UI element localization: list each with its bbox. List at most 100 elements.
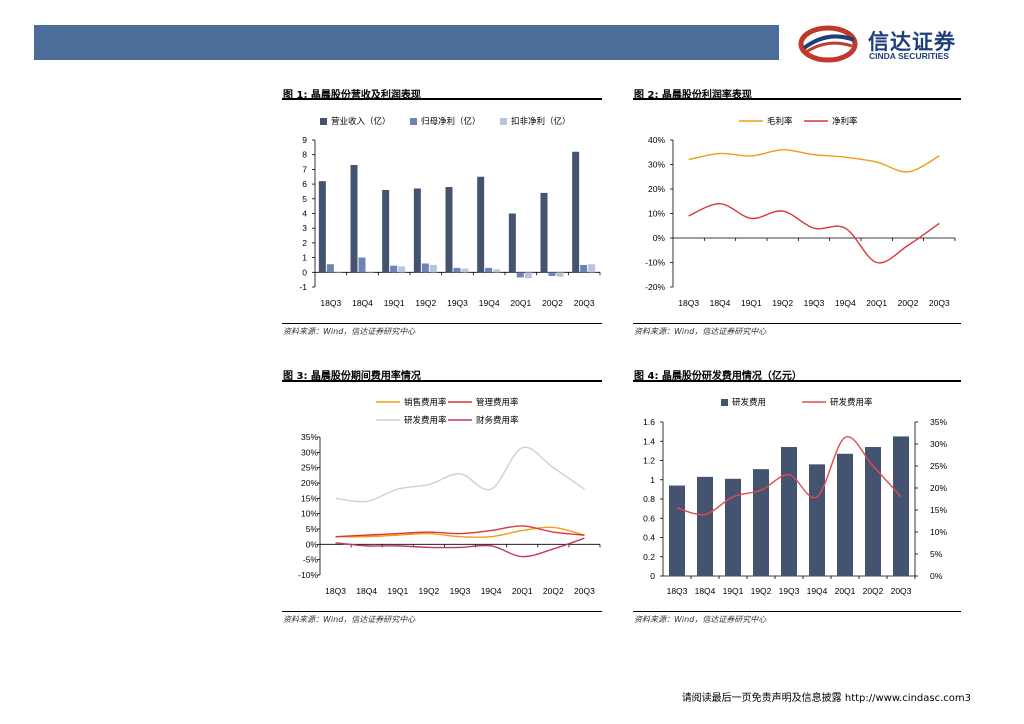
bar	[358, 257, 366, 273]
x-tick-label: 19Q4	[807, 586, 828, 596]
y-tick-label: 20%	[648, 184, 665, 194]
bar	[809, 464, 825, 576]
bar	[516, 272, 524, 278]
x-tick-label: 20Q3	[891, 586, 912, 596]
x-tick-label: 18Q4	[710, 298, 731, 308]
fig1-top-rule	[282, 98, 602, 100]
series-line	[335, 526, 585, 538]
bar	[477, 176, 485, 273]
y-tick-label: 0	[302, 267, 307, 277]
y-tick-label: 0	[650, 571, 655, 581]
legend-label: 扣非净利（亿）	[511, 116, 571, 126]
y2-tick-label: 30%	[930, 439, 947, 449]
series-line	[335, 525, 585, 538]
y-tick-label: 1	[650, 475, 655, 485]
bar	[350, 164, 358, 273]
series-line	[335, 446, 585, 503]
y2-tick-label: 35%	[930, 417, 947, 427]
x-tick-label: 19Q4	[481, 586, 502, 596]
fig3-bottom-rule	[282, 611, 602, 612]
x-tick-label: 19Q4	[835, 298, 856, 308]
x-tick-label: 18Q3	[320, 298, 341, 308]
y-tick-label: 20%	[301, 478, 318, 488]
bar	[453, 267, 461, 273]
series-line	[688, 202, 940, 264]
y2-tick-label: 25%	[930, 461, 947, 471]
legend-label: 研发费用率	[404, 415, 447, 425]
legend-swatch	[500, 118, 507, 125]
bar	[865, 447, 881, 576]
y-tick-label: 0%	[306, 539, 319, 549]
fig4-source: 资料来源：Wind，信达证券研究中心	[634, 615, 767, 624]
x-tick-label: 19Q2	[415, 298, 436, 308]
bar	[508, 213, 516, 273]
x-tick-label: 19Q2	[772, 298, 793, 308]
x-tick-label: 19Q3	[450, 586, 471, 596]
legend-label: 营业收入（亿）	[331, 116, 391, 126]
expense-ratio-line-chart: 35% 30% 25% 20% 15% 10% 5% 0% -5% -10% 18Q3 18Q4 19Q…	[298, 397, 601, 596]
bar	[572, 151, 580, 273]
x-tick-label: 20Q2	[863, 586, 884, 596]
y2-tick-label: 15%	[930, 505, 947, 515]
y-tick-label: 35%	[301, 432, 318, 442]
y2-tick-label: 0%	[930, 571, 943, 581]
y-tick-label: 9	[302, 135, 307, 145]
fig3-source: 资料来源：Wind，信达证券研究中心	[283, 615, 416, 624]
y-tick-label: 10%	[648, 209, 665, 219]
fig2-top-rule	[633, 98, 961, 100]
fig2-source: 资料来源：Wind，信达证券研究中心	[634, 327, 767, 336]
bar	[893, 436, 909, 576]
bar	[548, 272, 556, 276]
y-tick-label: -5%	[303, 555, 319, 565]
fig1-title: 图 1: 晶晨股份营收及利润表现	[283, 90, 421, 101]
bar	[753, 469, 769, 576]
y-tick-label: 10%	[301, 509, 318, 519]
y-tick-label: 15%	[301, 493, 318, 503]
fig1-bottom-rule	[282, 323, 602, 324]
bar	[429, 264, 437, 273]
legend-label: 净利率	[832, 116, 858, 126]
bar	[524, 272, 532, 279]
x-tick-label: 18Q4	[356, 586, 377, 596]
y-tick-label: 2	[302, 238, 307, 248]
y2-tick-label: 20%	[930, 483, 947, 493]
y-tick-label: -10%	[298, 570, 318, 580]
y-tick-label: 1	[302, 253, 307, 263]
fig2-title: 图 2: 晶晨股份利润率表现	[634, 90, 752, 101]
y-tick-label: 1.6	[643, 417, 655, 427]
y-tick-label: 30%	[301, 447, 318, 457]
footer-disclaimer: 请阅读最后一页免责声明及信息披露 http://www.cindasc.com3	[681, 693, 971, 704]
legend-label: 管理费用率	[476, 397, 519, 407]
x-tick-label: 20Q2	[898, 298, 919, 308]
x-tick-label: 19Q1	[741, 298, 762, 308]
cinda-logo: 信达证券 CINDA SECURITIES	[798, 24, 978, 64]
x-tick-label: 20Q2	[542, 298, 563, 308]
y-tick-label: 40%	[648, 135, 665, 145]
legend-swatch	[320, 118, 327, 125]
legend-swatch	[410, 118, 417, 125]
series-line	[676, 436, 902, 516]
x-tick-label: 19Q1	[384, 298, 405, 308]
x-tick-label: 20Q3	[574, 298, 595, 308]
bar	[318, 181, 326, 273]
x-tick-label: 18Q4	[352, 298, 373, 308]
y2-tick-label: 10%	[930, 527, 947, 537]
y-tick-label: 6	[302, 179, 307, 189]
rd-expense-combo-chart: 0 0.2 0.4 0.6 0.8 1 1.2 1.4 1.6 0% 5% 10% 15% 20% 25% 3…	[643, 397, 947, 596]
x-tick-label: 19Q4	[479, 298, 500, 308]
bar	[445, 187, 453, 273]
bar	[398, 266, 406, 273]
bar	[540, 192, 548, 273]
bar	[461, 268, 469, 273]
x-tick-label: 19Q2	[751, 586, 772, 596]
y-tick-label: 0.6	[643, 513, 655, 523]
y-tick-label: 0%	[653, 233, 666, 243]
bar	[366, 271, 374, 273]
x-tick-label: 19Q1	[723, 586, 744, 596]
x-tick-label: 18Q3	[667, 586, 688, 596]
y-tick-label: 1.4	[643, 436, 655, 446]
bar	[556, 272, 564, 277]
legend-label: 研发费用	[732, 397, 766, 407]
y-tick-label: 1.2	[643, 456, 655, 466]
x-tick-label: 19Q3	[804, 298, 825, 308]
